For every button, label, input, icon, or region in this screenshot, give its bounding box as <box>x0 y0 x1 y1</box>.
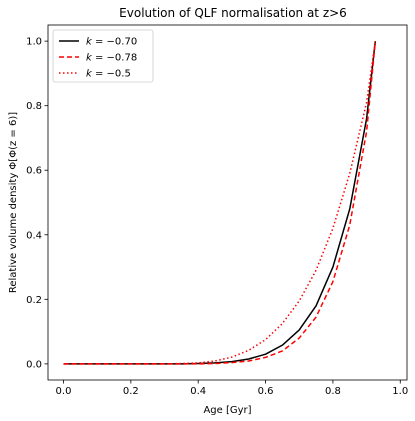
y-tick-label: 0.4 <box>26 230 42 241</box>
legend: k = −0.70k = −0.78k = −0.5 <box>52 29 154 83</box>
legend-box <box>52 29 154 83</box>
x-tick-label: 0.8 <box>325 386 341 397</box>
legend-label: k = −0.78 <box>86 53 137 64</box>
legend-label-value: = −0.70 <box>92 37 137 48</box>
series-line-1 <box>63 41 377 365</box>
legend-label-value: = −0.5 <box>92 69 131 80</box>
chart-title: Evolution of QLF normalisation at z>6 <box>119 6 347 20</box>
series-group <box>63 41 377 365</box>
legend-label-value: = −0.78 <box>92 53 137 64</box>
legend-label: k = −0.70 <box>86 37 137 48</box>
legend-label-var: k <box>86 69 93 80</box>
series-line-2 <box>63 41 377 365</box>
y-tick-label: 0.2 <box>26 295 42 306</box>
y-tick-label: 1.0 <box>26 37 42 48</box>
ticks: 0.0 0.2 0.4 0.6 0.8 1.0 0.0 0.2 0.4 0.6 0.8 1.0 <box>26 37 408 397</box>
x-tick-label: 1.0 <box>392 386 408 397</box>
series-line-3 <box>63 41 377 365</box>
y-tick-label: 0.6 <box>26 166 42 177</box>
x-tick-label: 0.4 <box>190 386 206 397</box>
y-tick-label: 0.0 <box>26 359 42 370</box>
x-tick-label: 0.0 <box>56 386 72 397</box>
legend-label-var: k <box>86 53 93 64</box>
x-axis-label: Age [Gyr] <box>203 405 251 416</box>
x-tick-label: 0.2 <box>123 386 139 397</box>
legend-label: k = −0.5 <box>86 69 131 80</box>
x-tick-label: 0.6 <box>258 386 274 397</box>
plot-frame <box>47 24 408 381</box>
y-tick-label: 0.8 <box>26 101 42 112</box>
y-axis-label: Relative volume density Φ[Φ(z = 6)] <box>8 112 19 293</box>
legend-label-var: k <box>86 37 93 48</box>
